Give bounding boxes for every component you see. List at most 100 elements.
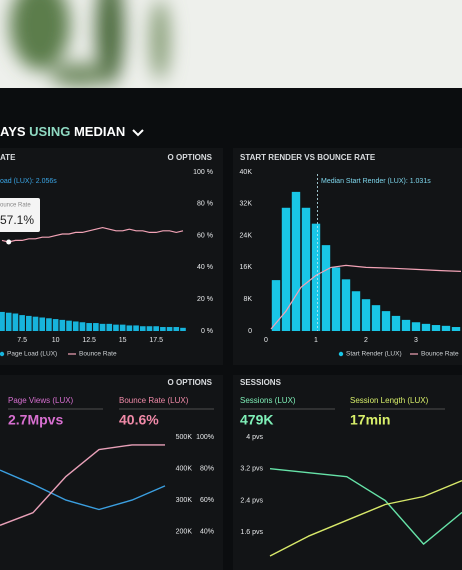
legend-marker — [0, 351, 5, 357]
histogram-bar — [361, 299, 371, 331]
title-part: MEDIAN — [74, 124, 125, 139]
histogram-bar — [391, 315, 401, 331]
histogram-bar — [331, 267, 341, 331]
y-tick-label: 20 % — [197, 296, 213, 303]
legend-marker — [338, 351, 344, 357]
bar — [46, 318, 52, 331]
histogram-bar — [431, 325, 441, 331]
y-tick-label: 500K — [176, 434, 193, 441]
subtitle: oad (LUX): 2.056s — [0, 178, 57, 185]
histogram-bar — [451, 327, 461, 331]
y-tick-label: 8K — [243, 296, 252, 303]
bar — [59, 319, 66, 331]
histogram-bar — [441, 325, 451, 331]
y-tick-label: 400K — [176, 465, 193, 472]
tooltip-title: ounce Rate — [0, 203, 31, 209]
line — [269, 479, 462, 557]
tooltip-point — [6, 239, 12, 245]
bar — [106, 323, 113, 331]
histogram-bar — [351, 291, 361, 331]
y2-tick-label: 40% — [200, 528, 214, 535]
y-tick-label: 300K — [176, 497, 193, 504]
bar — [126, 325, 133, 331]
bar — [113, 324, 119, 331]
options-button[interactable]: O OPTIONS — [168, 153, 213, 162]
bar — [86, 323, 92, 331]
histogram-bar — [341, 279, 351, 331]
x-tick-label: 7.5 — [17, 337, 27, 344]
y2-tick-label: 60% — [200, 497, 214, 504]
histogram-bar — [291, 191, 301, 331]
y-tick-label: 100 % — [193, 169, 213, 176]
bar — [79, 322, 86, 331]
metric-label: Bounce Rate (LUX) — [119, 396, 189, 405]
panel-title: ATE — [0, 153, 16, 162]
histogram-bar — [281, 207, 291, 331]
histogram-bar — [301, 207, 311, 331]
y-tick-label: 0 % — [201, 328, 213, 335]
bar — [5, 312, 12, 331]
y2-tick-label: 100% — [196, 434, 214, 441]
x-tick-label: 15 — [119, 337, 127, 344]
line — [0, 469, 166, 511]
bar — [99, 323, 106, 331]
x-tick-label: 0 — [264, 337, 268, 344]
title-part: AYS — [0, 124, 26, 139]
metric-value: 40.6% — [119, 412, 159, 428]
bar — [160, 327, 166, 331]
bar — [12, 313, 19, 331]
legend-label: Bounce Rate — [79, 351, 117, 358]
tooltip: ounce Rate 57.1% — [0, 198, 40, 232]
y-tick-label: 3.2 pvs — [240, 466, 263, 473]
bar — [26, 315, 32, 331]
blurred-plant — [10, 0, 170, 87]
bar — [19, 315, 25, 331]
bar — [0, 311, 5, 331]
y-tick-label: 60 % — [197, 232, 213, 239]
histogram-bar — [321, 245, 331, 331]
chevron[interactable] — [132, 129, 144, 137]
metric-value: 17min — [350, 412, 390, 428]
tooltip-value: 57.1% — [0, 213, 34, 227]
legend-label: Start Render (LUX) — [346, 351, 402, 358]
y-tick-label: 2.4 pvs — [240, 497, 263, 504]
legend-label: Bounce Rate — [421, 351, 459, 358]
x-tick-label: 2 — [364, 337, 368, 344]
panel — [233, 375, 462, 570]
line — [270, 264, 462, 330]
dashboard-title: AYS USING MEDIAN — [0, 124, 125, 139]
bar — [173, 327, 180, 331]
y-tick-label: 40K — [240, 169, 253, 176]
y-tick-label: 1.6 pvs — [240, 529, 263, 536]
bar — [32, 316, 39, 331]
histogram-bar — [401, 319, 411, 331]
bar — [166, 327, 173, 331]
line — [269, 468, 462, 545]
x-tick-label: 1 — [314, 337, 318, 344]
options-button[interactable]: O OPTIONS — [168, 378, 213, 387]
panel — [0, 375, 223, 570]
title-part: USING — [29, 124, 70, 139]
histogram-bar — [411, 322, 421, 331]
bar — [153, 326, 159, 331]
bar — [66, 320, 72, 331]
histogram-bar — [271, 280, 281, 331]
line — [1, 226, 184, 243]
metric-label: Session Length (LUX) — [350, 396, 429, 405]
histogram-bar — [311, 223, 321, 331]
y-tick-label: 24K — [240, 232, 253, 239]
y-tick-label: 40 % — [197, 264, 213, 271]
tooltip-box — [0, 198, 40, 232]
y-tick-label: 80 % — [197, 201, 213, 208]
metric-label: Sessions (LUX) — [240, 396, 296, 405]
histogram-bar — [381, 311, 391, 331]
bar — [133, 325, 139, 331]
panel-title: START RENDER VS BOUNCE RATE — [240, 153, 376, 162]
y-tick-label: 0 — [248, 328, 252, 335]
x-tick-label: 12.5 — [82, 337, 96, 344]
y-tick-label: 16K — [240, 264, 253, 271]
legend-label: Page Load (LUX) — [7, 351, 57, 358]
bar — [119, 324, 126, 331]
